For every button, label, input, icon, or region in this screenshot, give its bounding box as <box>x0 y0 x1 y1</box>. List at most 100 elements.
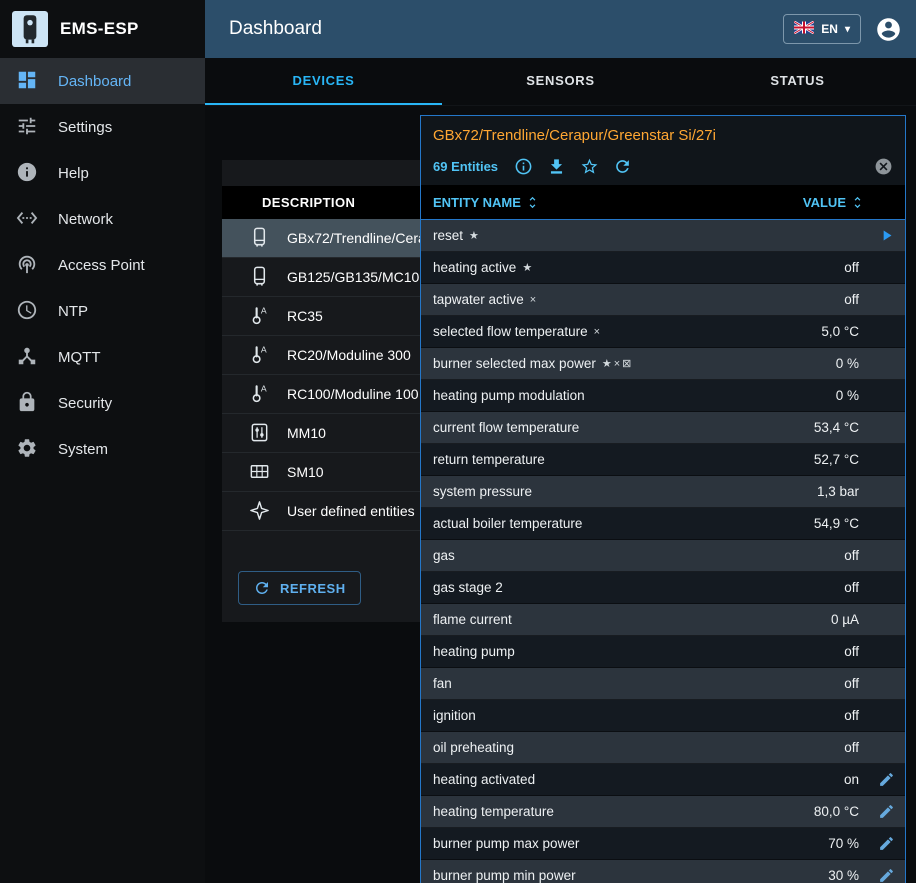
edit-icon[interactable] <box>869 803 895 821</box>
sort-value[interactable]: VALUE <box>803 195 865 210</box>
entity-value: 0 % <box>835 388 859 403</box>
account-icon[interactable] <box>875 16 902 43</box>
device-name: RC35 <box>287 308 323 324</box>
mixer-icon <box>248 421 272 445</box>
chevron-down-icon: ▾ <box>844 23 850 35</box>
entity-name: heating activated <box>433 772 536 787</box>
refresh-button-label: REFRESH <box>280 580 346 596</box>
close-icon[interactable] <box>874 157 893 176</box>
edit-icon[interactable] <box>869 867 895 883</box>
sidebar-item-system[interactable]: System <box>0 426 205 472</box>
entity-value: 70 % <box>828 836 859 851</box>
sidebar-item-help[interactable]: Help <box>0 150 205 196</box>
entity-value: 0 % <box>835 356 859 371</box>
entity-row[interactable]: reset ★ <box>421 220 905 252</box>
header-actions: EN ▾ <box>783 14 902 44</box>
entity-row: burner selected max power ★×⊠ 0 % <box>421 348 905 380</box>
sidebar-item-ntp[interactable]: NTP <box>0 288 205 334</box>
entity-row: gas off <box>421 540 905 572</box>
sidebar-item-label: Dashboard <box>58 72 132 90</box>
device-name: SM10 <box>287 464 324 480</box>
entity-action-slot <box>869 707 895 725</box>
entity-row: heating pump modulation 0 % <box>421 380 905 412</box>
info-icon[interactable] <box>514 157 533 176</box>
wifi-tethering-icon <box>16 253 40 277</box>
refresh-button[interactable]: REFRESH <box>238 571 361 605</box>
entity-name: gas stage 2 <box>433 580 503 595</box>
tab-status[interactable]: STATUS <box>770 73 825 88</box>
svg-text:A: A <box>261 306 267 316</box>
entity-action-slot <box>869 355 895 373</box>
download-icon[interactable] <box>547 157 566 176</box>
entity-flag-icons: ★ <box>522 262 535 274</box>
entity-row: oil preheating off <box>421 732 905 764</box>
sidebar-item-security[interactable]: Security <box>0 380 205 426</box>
refresh-icon[interactable] <box>613 157 632 176</box>
language-selector[interactable]: EN ▾ <box>783 14 861 44</box>
entity-name: heating pump <box>433 644 515 659</box>
entity-name: burner pump min power <box>433 868 576 883</box>
entity-name: actual boiler temperature <box>433 516 583 531</box>
entity-panel-toolbar: 69 Entities <box>433 155 893 177</box>
entity-row: gas stage 2 off <box>421 572 905 604</box>
entity-name: return temperature <box>433 452 545 467</box>
entity-name: heating active ★ <box>433 260 535 275</box>
entity-value: off <box>844 644 859 659</box>
refresh-icon <box>253 579 271 597</box>
entity-value: off <box>844 708 859 723</box>
sidebar-item-network[interactable]: Network <box>0 196 205 242</box>
uk-flag-icon <box>793 20 815 37</box>
entity-row[interactable]: burner pump max power 70 % <box>421 828 905 860</box>
sidebar-item-settings[interactable]: Settings <box>0 104 205 150</box>
entity-name: fan <box>433 676 452 691</box>
star-outline-icon[interactable] <box>580 157 599 176</box>
entity-row[interactable]: burner pump min power 30 % <box>421 860 905 883</box>
run-command-icon[interactable] <box>869 227 895 245</box>
entity-name: selected flow temperature × <box>433 324 603 339</box>
entity-name: current flow temperature <box>433 420 580 435</box>
entity-value: 30 % <box>828 868 859 883</box>
entity-row: actual boiler temperature 54,9 °C <box>421 508 905 540</box>
sidebar-item-label: Access Point <box>58 256 145 274</box>
boiler-icon <box>248 226 272 250</box>
entity-action-slot <box>869 387 895 405</box>
entity-flag-icons: ★×⊠ <box>601 358 634 370</box>
tab-sensors[interactable]: SENSORS <box>526 73 595 88</box>
entity-row: selected flow temperature × 5,0 °C <box>421 316 905 348</box>
entity-action-slot <box>869 483 895 501</box>
entity-value: 0 µA <box>830 612 859 627</box>
lock-icon <box>16 391 40 415</box>
app-name: EMS-ESP <box>60 19 139 38</box>
edit-icon[interactable] <box>869 835 895 853</box>
sidebar: EMS-ESP Dashboard Settings Help Network Acce… <box>0 0 205 883</box>
boiler-icon <box>248 265 272 289</box>
thermostat-icon: A <box>248 382 272 406</box>
sidebar-item-mqtt[interactable]: MQTT <box>0 334 205 380</box>
entity-panel: GBx72/Trendline/Cerapur/Greenstar Si/27i… <box>420 115 906 883</box>
tab-devices[interactable]: DEVICES <box>205 58 442 105</box>
entity-row[interactable]: heating activated on <box>421 764 905 796</box>
entity-action-slot <box>869 643 895 661</box>
tune-icon <box>16 115 40 139</box>
sidebar-item-access-point[interactable]: Access Point <box>0 242 205 288</box>
entity-row: flame current 0 µA <box>421 604 905 636</box>
sidebar-nav: Dashboard Settings Help Network Access Point… <box>0 58 205 472</box>
solar-icon <box>248 460 272 484</box>
entity-row[interactable]: heating temperature 80,0 °C <box>421 796 905 828</box>
sort-icon <box>850 195 865 210</box>
entity-value: off <box>844 740 859 755</box>
thermostat-icon: A <box>248 304 272 328</box>
edit-icon[interactable] <box>869 771 895 789</box>
device-name: User defined entities <box>287 503 415 519</box>
svg-text:A: A <box>261 384 267 394</box>
entity-row: tapwater active × off <box>421 284 905 316</box>
entity-value: off <box>844 676 859 691</box>
entity-value: 53,4 °C <box>813 420 859 435</box>
entity-list: reset ★ heating active ★ off tapwater active ×… <box>421 220 905 883</box>
entity-action-slot <box>869 547 895 565</box>
entity-name: heating temperature <box>433 804 554 819</box>
sort-entity-name[interactable]: ENTITY NAME <box>433 195 803 210</box>
sidebar-item-dashboard[interactable]: Dashboard <box>0 58 205 104</box>
entity-value: 5,0 °C <box>821 324 859 339</box>
